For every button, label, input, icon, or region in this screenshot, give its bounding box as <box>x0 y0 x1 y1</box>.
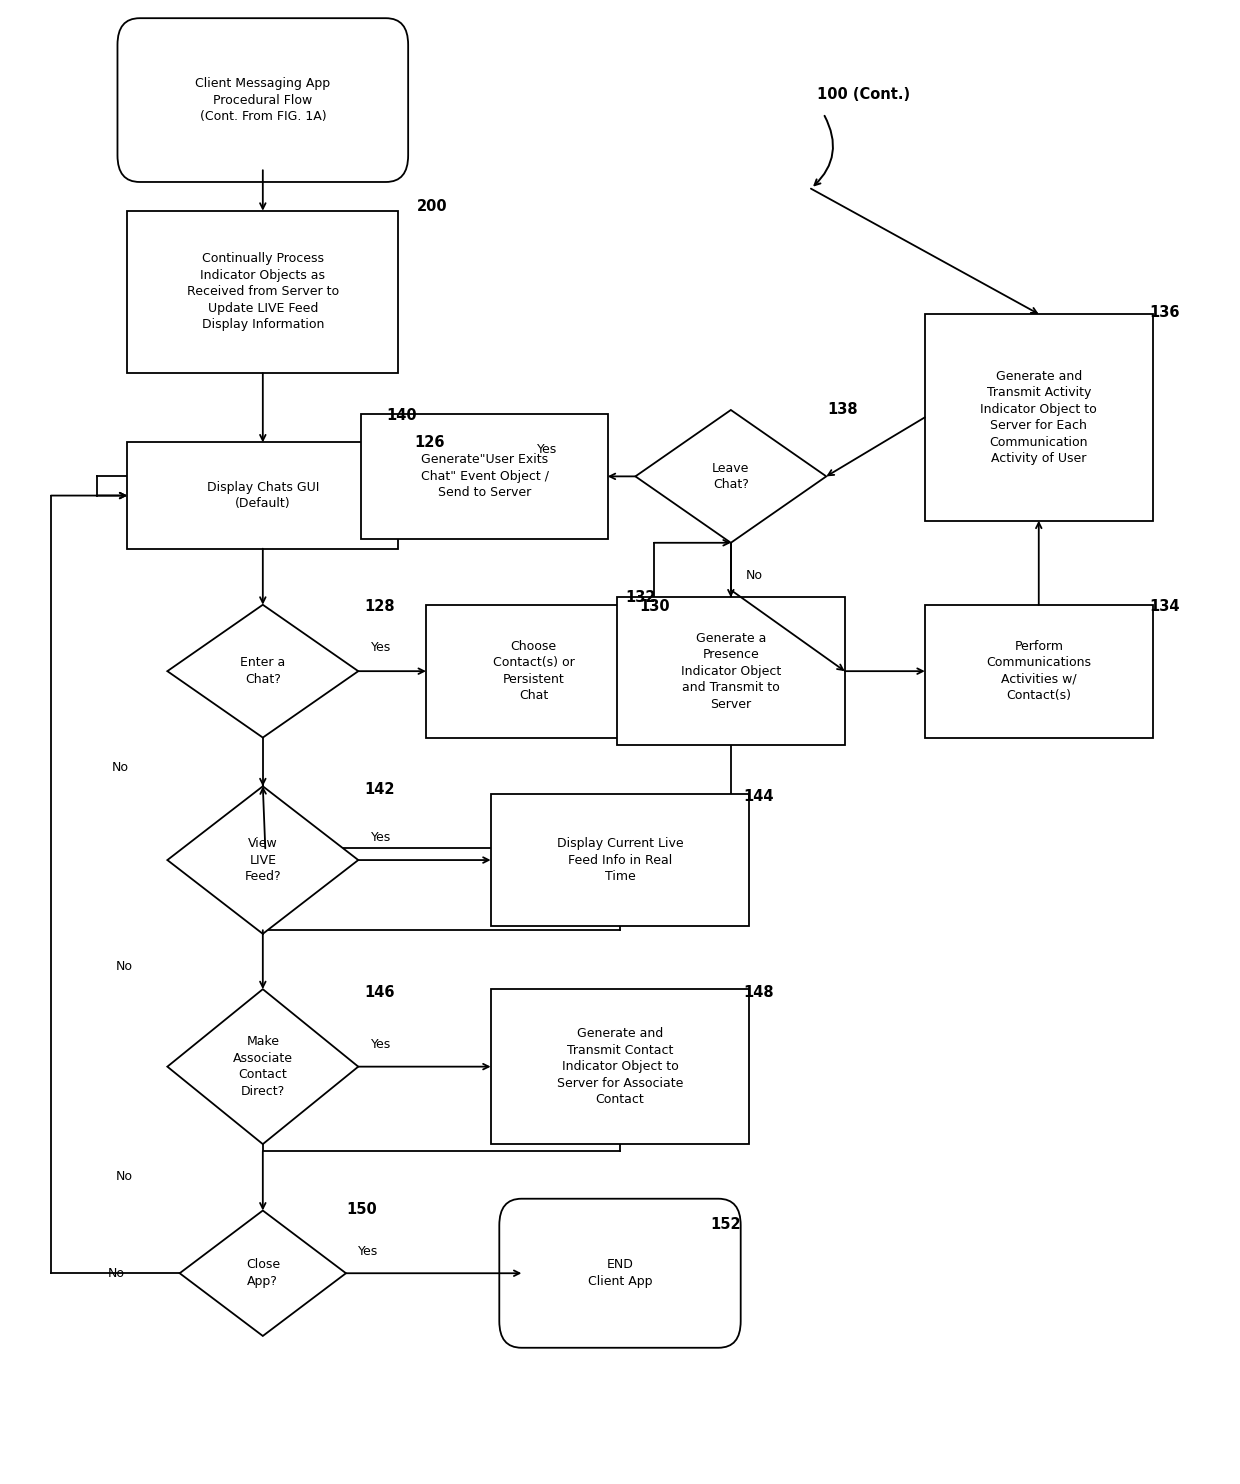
Text: Client Messaging App
Procedural Flow
(Cont. From FIG. 1A): Client Messaging App Procedural Flow (Co… <box>195 77 330 123</box>
Text: Enter a
Chat?: Enter a Chat? <box>241 656 285 686</box>
Bar <box>925 315 1153 521</box>
Text: No: No <box>108 1267 125 1279</box>
Text: Generate a
Presence
Indicator Object
and Transmit to
Server: Generate a Presence Indicator Object and… <box>681 632 781 711</box>
Text: Close
App?: Close App? <box>246 1258 280 1288</box>
Bar <box>925 605 1153 738</box>
Polygon shape <box>635 410 826 543</box>
Text: 200: 200 <box>417 199 448 214</box>
FancyBboxPatch shape <box>118 18 408 183</box>
Text: No: No <box>115 960 133 974</box>
Text: Leave
Chat?: Leave Chat? <box>712 462 749 491</box>
Text: Yes: Yes <box>358 1245 378 1257</box>
Text: 128: 128 <box>363 598 394 613</box>
Text: Yes: Yes <box>371 831 391 844</box>
Text: 140: 140 <box>386 408 417 423</box>
Polygon shape <box>167 787 358 933</box>
Text: 132: 132 <box>625 589 656 605</box>
Text: Generate and
Transmit Activity
Indicator Object to
Server for Each
Communication: Generate and Transmit Activity Indicator… <box>981 370 1097 464</box>
Text: Display Current Live
Feed Info in Real
Time: Display Current Live Feed Info in Real T… <box>557 837 683 883</box>
Text: View
LIVE
Feed?: View LIVE Feed? <box>244 837 281 883</box>
Text: 126: 126 <box>414 435 445 450</box>
Text: Display Chats GUI
(Default): Display Chats GUI (Default) <box>207 481 319 510</box>
Text: Generate and
Transmit Contact
Indicator Object to
Server for Associate
Contact: Generate and Transmit Contact Indicator … <box>557 1027 683 1106</box>
Text: Yes: Yes <box>537 444 557 456</box>
Text: No: No <box>745 568 763 582</box>
Text: 144: 144 <box>743 789 774 804</box>
Text: No: No <box>112 761 129 773</box>
Text: 130: 130 <box>640 598 671 613</box>
Text: 148: 148 <box>743 985 774 1000</box>
Text: Perform
Communications
Activities w/
Contact(s): Perform Communications Activities w/ Con… <box>986 640 1091 702</box>
Text: 100 (Cont.): 100 (Cont.) <box>817 86 910 101</box>
Text: Generate"User Exits
Chat" Event Object /
Send to Server: Generate"User Exits Chat" Event Object /… <box>420 454 548 500</box>
Text: 146: 146 <box>363 985 394 1000</box>
Text: Yes: Yes <box>371 1037 391 1051</box>
Bar <box>361 414 608 539</box>
Text: Continually Process
Indicator Objects as
Received from Server to
Update LIVE Fee: Continually Process Indicator Objects as… <box>187 252 339 331</box>
FancyBboxPatch shape <box>500 1199 740 1347</box>
Text: 152: 152 <box>711 1217 740 1232</box>
Text: END
Client App: END Client App <box>588 1258 652 1288</box>
Polygon shape <box>167 605 358 738</box>
Text: Make
Associate
Contact
Direct?: Make Associate Contact Direct? <box>233 1036 293 1098</box>
Bar <box>128 211 398 372</box>
Bar <box>618 598 844 745</box>
Text: No: No <box>115 1169 133 1183</box>
Text: 134: 134 <box>1149 598 1180 613</box>
Bar <box>128 442 398 549</box>
Text: 136: 136 <box>1149 304 1180 321</box>
Bar <box>491 794 749 926</box>
Text: Choose
Contact(s) or
Persistent
Chat: Choose Contact(s) or Persistent Chat <box>494 640 574 702</box>
Text: 142: 142 <box>363 782 394 797</box>
Bar <box>491 990 749 1144</box>
Text: 150: 150 <box>346 1202 377 1217</box>
Text: Yes: Yes <box>371 641 391 654</box>
Bar <box>427 605 641 738</box>
Polygon shape <box>180 1211 346 1336</box>
Polygon shape <box>167 990 358 1144</box>
Text: 138: 138 <box>827 402 858 417</box>
